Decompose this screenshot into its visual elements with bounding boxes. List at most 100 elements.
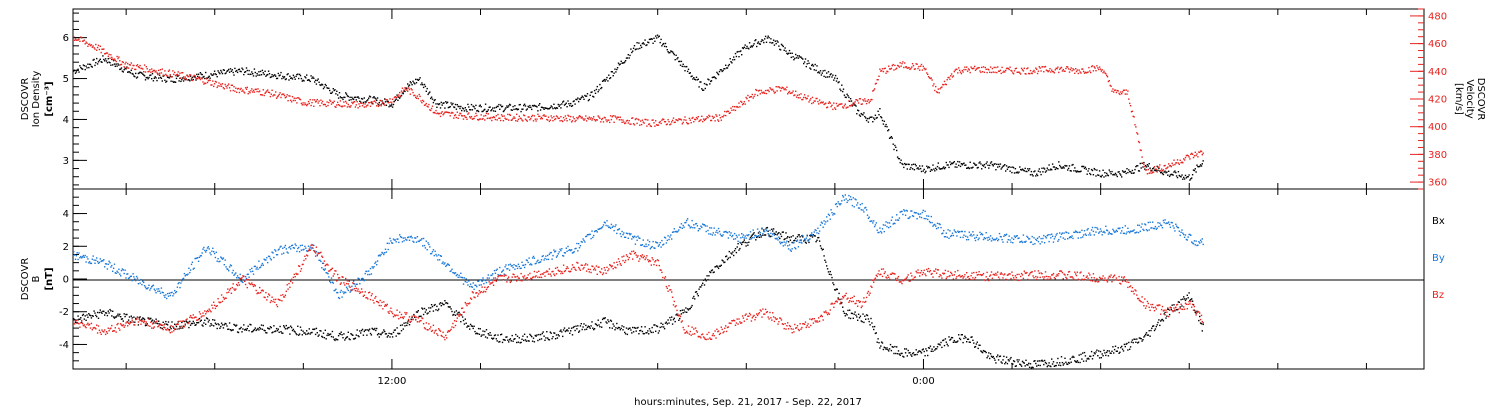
data-point xyxy=(583,119,585,121)
data-point xyxy=(692,227,694,229)
data-point xyxy=(1026,170,1028,173)
data-point xyxy=(1020,364,1022,366)
data-point xyxy=(845,313,847,315)
data-point xyxy=(637,235,639,237)
data-point xyxy=(487,333,489,335)
data-point xyxy=(745,47,747,50)
data-point xyxy=(265,75,267,77)
data-point xyxy=(1039,171,1041,173)
data-point xyxy=(710,119,713,122)
data-point xyxy=(839,88,841,90)
data-point xyxy=(866,117,869,120)
data-point xyxy=(885,123,887,126)
data-point xyxy=(430,97,432,100)
data-point xyxy=(1180,176,1182,178)
data-point xyxy=(182,72,184,74)
data-point xyxy=(801,98,803,101)
data-point xyxy=(1050,168,1052,170)
data-point xyxy=(717,227,720,230)
data-point xyxy=(805,242,807,244)
data-point xyxy=(453,106,455,108)
data-point xyxy=(786,237,788,239)
data-point xyxy=(120,269,123,272)
data-point xyxy=(165,73,167,76)
data-point xyxy=(508,339,511,341)
data-point xyxy=(318,334,320,336)
data-point xyxy=(276,77,279,80)
data-point xyxy=(337,101,339,104)
data-point xyxy=(1067,169,1069,171)
data-point xyxy=(1161,172,1164,175)
data-point xyxy=(1107,80,1110,83)
data-point xyxy=(829,102,831,104)
data-point xyxy=(646,125,648,127)
data-point xyxy=(434,250,436,252)
data-point xyxy=(1007,359,1009,361)
data-point xyxy=(394,99,396,101)
data-point xyxy=(764,234,766,236)
data-point xyxy=(654,324,656,326)
data-point xyxy=(679,64,682,66)
data-point xyxy=(714,76,716,79)
data-point xyxy=(733,109,735,111)
data-point xyxy=(572,116,574,118)
data-point xyxy=(723,231,725,233)
data-point xyxy=(868,216,870,218)
data-point xyxy=(642,121,644,123)
data-point xyxy=(82,313,85,316)
data-point xyxy=(119,60,121,62)
data-point xyxy=(1031,366,1033,368)
data-point xyxy=(687,68,690,70)
data-point xyxy=(414,237,416,239)
data-point xyxy=(385,104,388,106)
data-point xyxy=(742,103,745,105)
data-point xyxy=(179,77,181,79)
data-point xyxy=(200,73,202,75)
data-point xyxy=(122,320,124,322)
data-point xyxy=(1026,68,1028,70)
data-point xyxy=(772,232,775,235)
data-point xyxy=(376,260,379,262)
data-point xyxy=(1119,93,1121,96)
data-point xyxy=(106,314,109,317)
data-point xyxy=(944,338,947,340)
data-point xyxy=(1019,166,1021,168)
data-point xyxy=(1097,174,1099,176)
data-point xyxy=(1160,171,1163,173)
data-point xyxy=(428,307,430,309)
data-point xyxy=(570,327,573,329)
data-point xyxy=(236,71,239,74)
data-point xyxy=(1160,320,1162,322)
data-point xyxy=(125,313,127,316)
data-point xyxy=(129,72,132,74)
data-point xyxy=(76,252,78,254)
data-point xyxy=(154,76,156,78)
data-point xyxy=(1088,358,1090,360)
data-point xyxy=(685,221,687,224)
data-point xyxy=(215,323,217,326)
data-point xyxy=(689,227,691,229)
data-point xyxy=(300,249,303,251)
data-point xyxy=(1099,350,1102,353)
data-point xyxy=(966,236,969,238)
data-point xyxy=(282,332,284,334)
data-point xyxy=(984,350,986,353)
data-point xyxy=(535,335,537,337)
data-point xyxy=(627,54,629,56)
data-point xyxy=(581,95,583,97)
data-point xyxy=(1050,365,1052,368)
data-point xyxy=(407,322,409,324)
data-point xyxy=(1092,70,1095,72)
data-point xyxy=(564,103,567,105)
data-point xyxy=(452,271,454,274)
data-point xyxy=(681,123,683,125)
data-point xyxy=(842,88,845,90)
data-point xyxy=(152,80,155,82)
data-point xyxy=(417,240,419,242)
data-point xyxy=(389,98,391,100)
data-point xyxy=(801,235,803,237)
data-point xyxy=(128,71,131,73)
data-point xyxy=(716,71,718,74)
data-point xyxy=(87,258,89,260)
data-point xyxy=(100,51,102,54)
